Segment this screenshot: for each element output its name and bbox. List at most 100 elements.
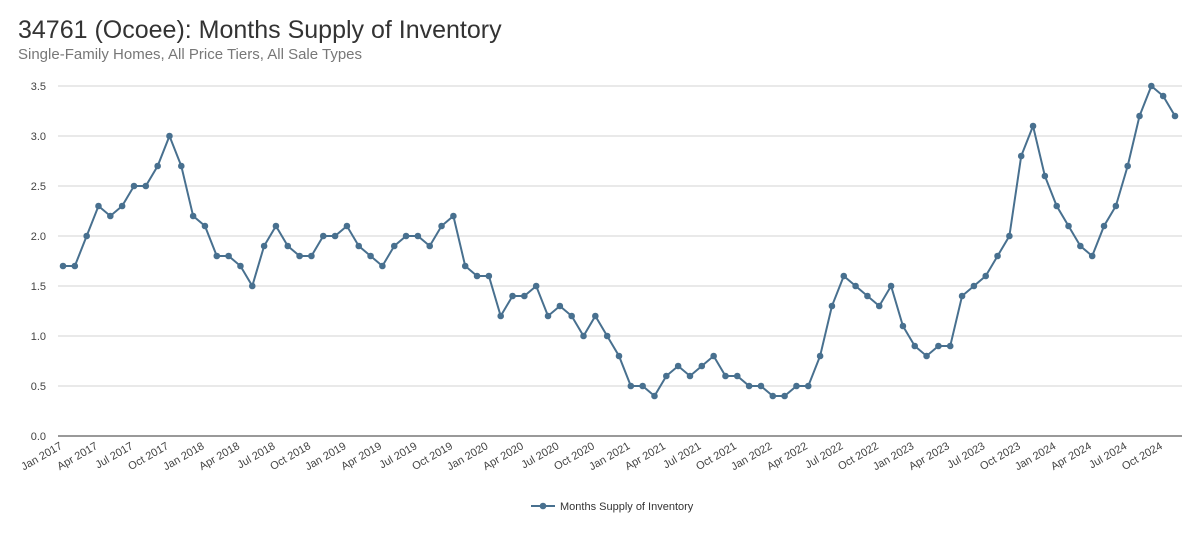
data-point [272, 222, 280, 230]
data-point [970, 282, 978, 290]
data-point [248, 282, 256, 290]
data-point [319, 232, 327, 240]
data-point [1006, 232, 1013, 240]
data-point [958, 292, 966, 300]
data-point [438, 222, 445, 230]
data-point [95, 202, 102, 210]
data-point [213, 252, 221, 260]
data-point [828, 302, 836, 310]
data-point [757, 382, 765, 390]
data-point [532, 282, 540, 290]
data-point [663, 372, 670, 380]
data-point [189, 212, 197, 220]
data-point [414, 232, 422, 240]
x-tick-label: Apr 2019 [339, 440, 384, 473]
data-point [308, 252, 315, 260]
data-point [982, 272, 990, 280]
data-point [1041, 172, 1049, 180]
data-point [1088, 252, 1096, 260]
data-point [118, 202, 126, 210]
x-tick-label: Oct 2024 [1120, 440, 1165, 473]
data-point [390, 242, 398, 250]
x-tick-label: Apr 2024 [1049, 440, 1094, 473]
data-point [580, 332, 587, 340]
data-point [627, 382, 635, 390]
data-point [426, 242, 434, 250]
data-point [722, 372, 729, 380]
data-point [1029, 122, 1037, 130]
y-tick-label: 1.5 [31, 281, 46, 293]
series-line [63, 84, 1176, 398]
legend-label: Months Supply of Inventory [560, 501, 694, 513]
data-point [1112, 202, 1120, 210]
data-point [1065, 222, 1072, 230]
data-point [686, 372, 694, 380]
data-point [284, 242, 292, 250]
data-point [379, 262, 386, 270]
legend-marker-icon [539, 502, 547, 510]
data-point [1100, 222, 1108, 230]
y-tick-label: 2.0 [31, 231, 46, 243]
data-point [331, 232, 339, 240]
data-point [166, 132, 173, 140]
data-point [793, 382, 800, 390]
data-point [402, 232, 410, 240]
data-point [260, 242, 268, 250]
data-point [816, 352, 824, 360]
data-point [710, 352, 717, 360]
data-point [615, 352, 623, 360]
x-tick-label: Apr 2021 [623, 440, 668, 473]
data-point [1053, 202, 1061, 210]
data-point [603, 332, 611, 340]
y-tick-label: 3.5 [31, 81, 46, 93]
y-tick-label: 2.5 [31, 181, 46, 193]
data-point [674, 362, 682, 370]
data-point [1171, 112, 1179, 120]
x-tick-label: Apr 2018 [197, 440, 242, 473]
y-tick-label: 3.0 [31, 131, 46, 143]
data-point [781, 392, 788, 400]
data-point [473, 272, 481, 280]
data-point [1077, 242, 1084, 250]
data-point [875, 302, 883, 310]
data-point [923, 352, 930, 360]
data-point [994, 252, 1001, 260]
data-point [71, 262, 79, 270]
x-tick-label: Apr 2020 [481, 440, 526, 473]
data-point [544, 312, 552, 320]
data-point [485, 272, 493, 280]
data-point [1136, 112, 1143, 120]
data-point [769, 392, 777, 400]
data-point [1159, 92, 1167, 100]
data-point [130, 182, 138, 190]
data-point [887, 282, 895, 290]
data-point [840, 272, 848, 280]
data-point [592, 312, 599, 320]
data-point [59, 262, 67, 270]
data-point [83, 232, 90, 240]
data-points [59, 82, 1179, 400]
data-point [461, 262, 469, 270]
data-point [864, 292, 871, 300]
data-point [497, 312, 505, 320]
chart-subtitle: Single-Family Homes, All Price Tiers, Al… [18, 46, 363, 63]
data-point [355, 242, 363, 250]
y-axis: 0.0 0.5 1.0 1.5 2.0 2.5 3.0 3.5 [31, 81, 46, 443]
data-point [142, 182, 150, 190]
data-point [237, 262, 244, 270]
data-point [639, 382, 646, 390]
data-point [899, 322, 907, 330]
data-point [450, 212, 457, 220]
data-point [733, 372, 741, 380]
data-point [745, 382, 753, 390]
data-point [509, 292, 516, 300]
data-point [296, 252, 303, 260]
data-point [177, 162, 185, 170]
data-point [343, 222, 351, 230]
data-point [946, 342, 954, 350]
data-point [154, 162, 161, 170]
data-point [698, 362, 706, 370]
legend[interactable]: Months Supply of Inventory [531, 501, 694, 513]
data-point [804, 382, 812, 390]
